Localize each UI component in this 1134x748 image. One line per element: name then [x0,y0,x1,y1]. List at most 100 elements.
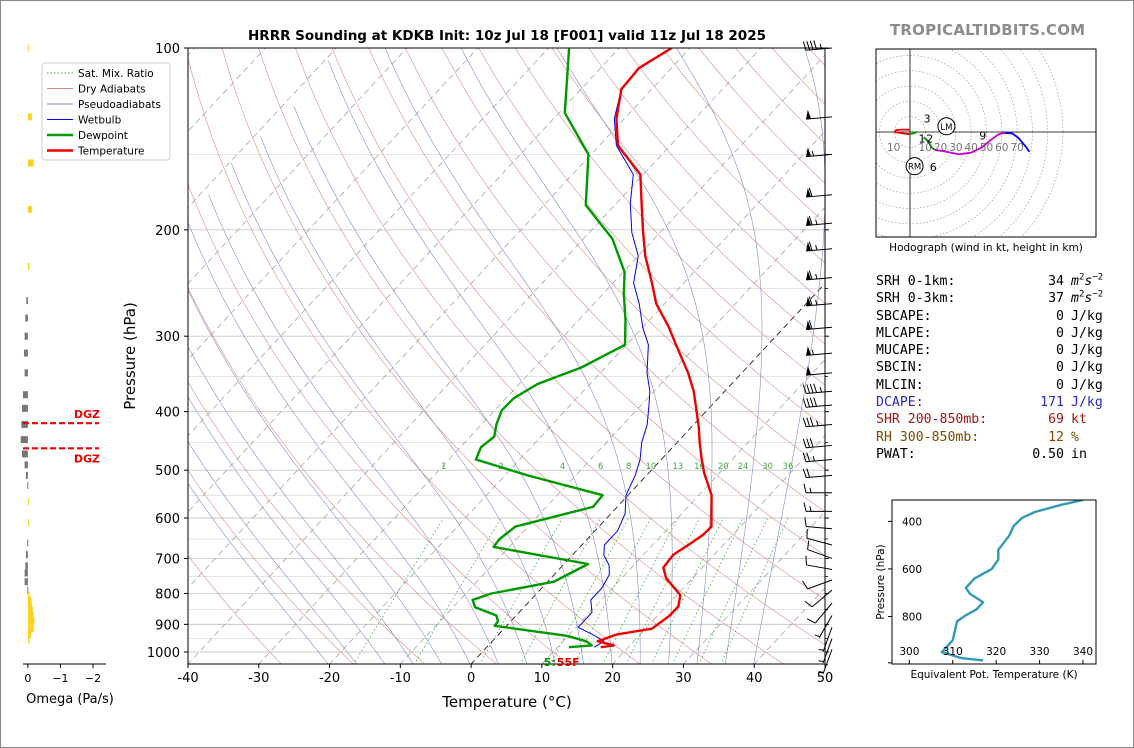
barb-half [809,487,812,493]
isotherm-line [188,48,408,284]
index-unit: % [1071,429,1079,445]
te-y-axis-label: Pressure (hPa) [875,544,887,619]
barb-full [808,320,813,330]
moist-adiabat-line [188,482,329,664]
hodo-ring-label: 50 [980,142,993,154]
te-x-tick-label: 300 [899,646,919,658]
barb-staff [806,537,833,546]
dewpoint-line [471,48,627,649]
isotherm-line [329,130,825,664]
moist-adiabat-line [188,289,442,664]
mixing-ratio-line [414,517,502,664]
barb-half [818,671,824,673]
omega-bar [27,205,32,213]
wind-barb [804,589,833,608]
mixing-ratio-label: 1 [441,462,446,472]
wind-barb [806,346,833,356]
dry-adiabat-line [405,48,825,513]
omega-bar [27,636,30,644]
barb-staff [806,423,833,428]
y-tick-label: 300 [155,330,180,345]
omega-bar [22,404,28,412]
index-row: SBCIN: 0 J/kg [876,359,1106,376]
omega-tick-label: −1 [52,672,68,685]
moist-adiabat-line [260,136,556,664]
barb-half [814,634,820,638]
wind-barb [805,555,833,570]
barb-half [818,660,824,663]
wind-barb [806,602,833,624]
isotherm-line [682,511,825,664]
index-label: RH 300-850mb: [876,429,980,445]
y-tick-label: 1000 [147,646,180,661]
barb-half [819,387,823,393]
barb-full [802,438,807,448]
barb-half [819,43,823,50]
skewt-grid: 1 2 4 6 8 10 13 16 20 24 30 36 [188,48,825,664]
omega-bar [27,596,32,604]
index-row: PWAT: 0.50 in [876,446,1106,463]
index-label: SRH 0-3km: [876,291,956,307]
hodo-height-label: 2 [926,132,933,145]
wind-barb [818,627,833,652]
barb-full [806,398,811,408]
index-value: 37 [1048,291,1064,307]
dry-adiabat-line [188,554,282,664]
wind-barb [802,438,833,449]
omega-bar [22,450,28,458]
index-unit: m2s−2 [1071,289,1104,307]
index-value: 0 [1056,360,1064,376]
omega-bar [27,611,34,619]
wind-barb [802,417,833,428]
wind-barb [804,517,833,530]
omega-bar [27,498,29,506]
hodo-frame [875,48,1097,238]
index-label: DCAPE: [876,395,924,411]
mixing-ratio-label: 4 [560,462,565,472]
barb-flag [806,365,812,376]
index-row: SHR 200-850mb: 69 kt [876,411,1106,428]
omega-bar [27,586,29,594]
chart-title: HRRR Sounding at KDKB Init: 10z Jul 18 [… [248,28,766,44]
dry-adiabat-line [551,48,825,345]
te-x-axis-label: Equivalent Pot. Temperature (K) [910,669,1077,681]
mixing-ratio-label: 30 [762,462,773,472]
barb-full [803,502,807,512]
wind-barb [814,615,833,639]
omega-bar [25,471,28,479]
index-label: MLCIN: [876,377,924,393]
index-value: 12 [1048,429,1064,445]
barb-full [806,41,811,51]
barb-full [809,417,814,427]
barb-full [802,398,807,408]
isotherm-line [541,359,825,664]
barb-half [809,506,812,512]
omega-bar [27,113,32,121]
index-row: MUCAPE: 0 J/kg [876,342,1106,359]
barb-half [815,273,818,280]
te-x-tick-label: 340 [1073,646,1093,658]
barb-staff [806,153,833,158]
hodo-height-label: 9 [979,130,986,143]
dry-adiabat-line [258,48,784,664]
moist-adiabat-line [188,346,414,664]
dry-adiabat-line [368,48,825,556]
moist-adiabat-line [188,221,471,664]
barb-full [809,383,814,394]
omega-bar [27,630,32,638]
isotherm-line [612,435,825,664]
mixing-ratio-line [698,517,769,664]
barb-staff [806,444,833,449]
y-tick-label: 700 [155,552,180,567]
legend-label: Sat. Mix. Ratio [78,68,154,80]
moist-adiabat-line [460,48,673,664]
index-unit: J/kg [1071,377,1103,393]
y-tick-label: 600 [155,512,180,527]
index-row: RH 300-850mb: 12% [876,429,1106,446]
hodo-motion-label: LM [940,123,952,133]
hodo-ring-label: 10 [919,142,932,154]
te-y-tick-label: 400 [902,516,922,528]
legend-label: Wetbulb [78,115,122,127]
dry-adiabat-line [188,287,498,664]
barb-staff [806,222,833,226]
